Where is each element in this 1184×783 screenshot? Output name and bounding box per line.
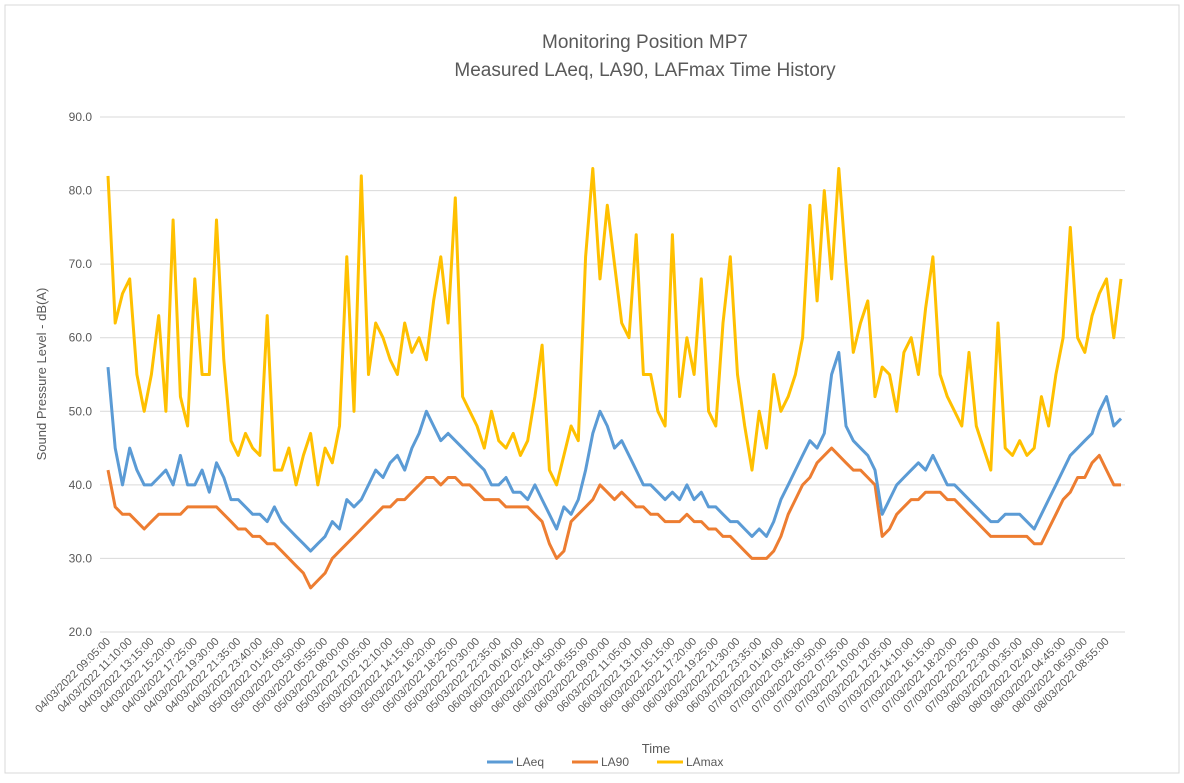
y-axis-title: Sound Pressure Level - dB(A) [34,288,49,461]
chart-border [4,4,1180,774]
chart-title: Monitoring Position MP7 [542,32,748,53]
series-line [106,167,1123,487]
y-tick-label: 30.0 [69,551,93,565]
y-tick-label: 40.0 [69,478,93,492]
y-tick-label: 60.0 [69,331,93,345]
series-line [106,350,1123,553]
y-tick-label: 80.0 [69,184,93,198]
chart-subtitle: Measured LAeq, LA90, LAFmax Time History [454,60,836,81]
legend-label: LAeq [516,755,544,769]
y-tick-label: 90.0 [69,110,93,124]
x-axis-title: Time [642,741,670,756]
y-tick-label: 70.0 [69,257,93,271]
y-tick-label: 50.0 [69,404,93,418]
series-line [106,446,1121,590]
legend-label: LAmax [686,755,723,769]
y-tick-label: 20.0 [69,625,93,639]
legend-label: LA90 [601,755,629,769]
